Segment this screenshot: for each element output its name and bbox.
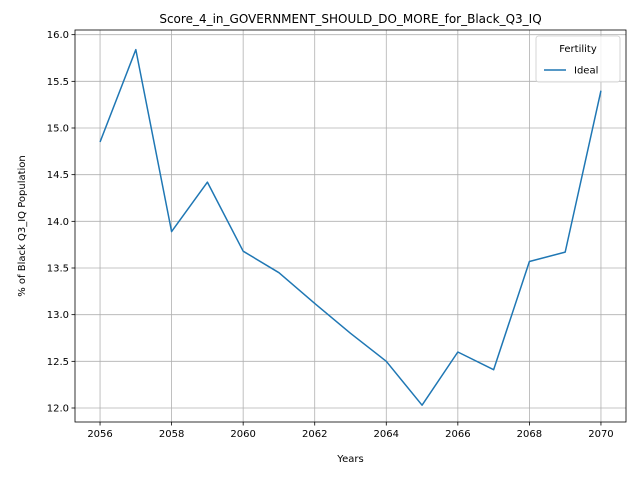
x-tick-label: 2058 xyxy=(159,429,184,440)
x-axis-label: Years xyxy=(336,454,363,465)
x-tick-label: 2070 xyxy=(588,429,613,440)
y-axis-label: % of Black Q3_IQ Population xyxy=(17,155,28,297)
chart-title: Score_4_in_GOVERNMENT_SHOULD_DO_MORE_for… xyxy=(159,12,541,26)
y-tick-label: 12.5 xyxy=(47,357,69,368)
y-tick-label: 13.0 xyxy=(47,310,69,321)
x-tick-label: 2062 xyxy=(302,429,327,440)
plot-area xyxy=(99,48,602,406)
x-tick-label: 2056 xyxy=(87,429,112,440)
y-tick-label: 15.5 xyxy=(47,77,69,88)
legend-entry-label: Ideal xyxy=(574,66,598,77)
x-axis: 2056 2058 2060 2062 2064 2066 2068 2070 xyxy=(87,422,614,440)
y-tick-label: 14.0 xyxy=(47,217,69,228)
axes-frame xyxy=(74,29,627,423)
y-tick-label: 12.0 xyxy=(47,404,69,415)
series-line-ideal xyxy=(99,48,602,406)
x-tick-label: 2066 xyxy=(445,429,470,440)
x-tick-label: 2068 xyxy=(517,429,542,440)
y-axis: 12.0 12.5 13.0 13.5 14.0 14.5 15.0 15.5 16.0 xyxy=(47,30,75,415)
x-tick-label: 2060 xyxy=(230,429,255,440)
x-tick-label: 2064 xyxy=(374,429,399,440)
y-tick-label: 16.0 xyxy=(47,30,69,41)
grid xyxy=(75,30,626,422)
y-tick-label: 14.5 xyxy=(47,170,69,181)
legend-title: Fertility xyxy=(559,44,597,55)
legend: Fertility Ideal xyxy=(535,35,621,83)
y-tick-label: 15.0 xyxy=(47,124,69,135)
y-tick-label: 13.5 xyxy=(47,264,69,275)
axes-border xyxy=(74,29,627,423)
